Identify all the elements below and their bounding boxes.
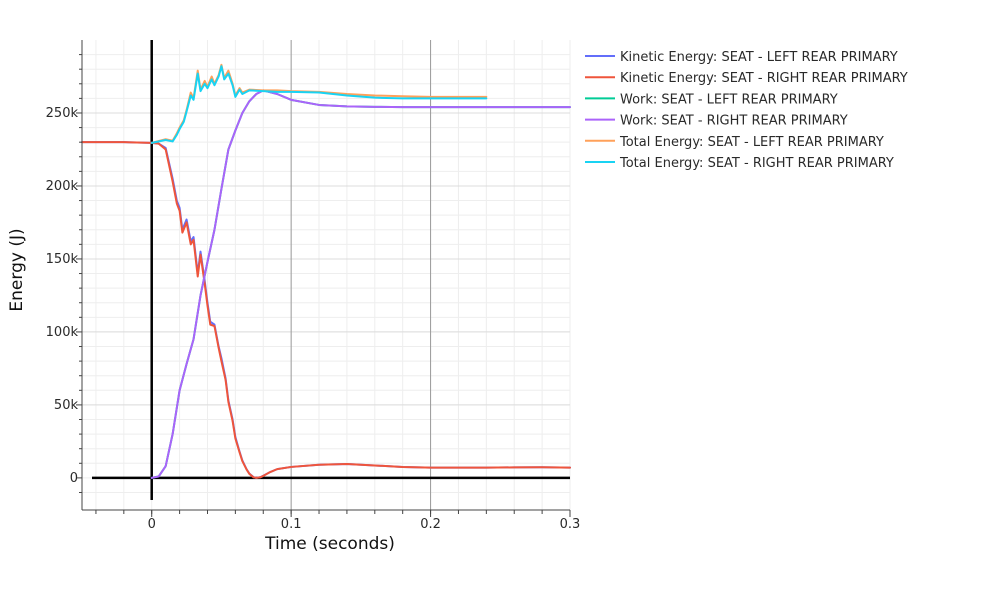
legend-item[interactable]: Work: SEAT - RIGHT REAR PRIMARY	[585, 114, 848, 129]
y-axis-title: Energy (J)	[7, 228, 27, 311]
y-tick-label: 100k	[46, 325, 79, 340]
x-tick-labels: 0 0.1 0.2 0.3	[148, 517, 581, 532]
legend-label: Kinetic Energy: SEAT - RIGHT REAR PRIMAR…	[620, 71, 908, 86]
series-lines	[81, 63, 571, 479]
x-tick-label: 0.3	[560, 517, 581, 532]
legend-item[interactable]: Total Energy: SEAT - RIGHT REAR PRIMARY	[585, 156, 894, 171]
x-tick-label: 0.2	[420, 517, 441, 532]
legend-label: Total Energy: SEAT - LEFT REAR PRIMARY	[619, 135, 884, 150]
x-axis-title: Time (seconds)	[264, 534, 395, 554]
y-tick-label: 150k	[46, 252, 79, 267]
axes	[76, 40, 571, 517]
series-line-4[interactable]	[150, 89, 571, 479]
legend-item[interactable]: Total Energy: SEAT - LEFT REAR PRIMARY	[585, 135, 884, 150]
legend-label: Work: SEAT - LEFT REAR PRIMARY	[620, 92, 838, 107]
y-tick-labels: 0 50k 100k 150k 200k 250k	[46, 106, 79, 486]
y-tick-label: 0	[70, 471, 78, 486]
legend-label: Total Energy: SEAT - RIGHT REAR PRIMARY	[619, 156, 894, 171]
zero-lines	[92, 40, 570, 500]
legend[interactable]: Kinetic Energy: SEAT - LEFT REAR PRIMARY…	[585, 50, 908, 171]
legend-item[interactable]: Kinetic Energy: SEAT - LEFT REAR PRIMARY	[585, 50, 898, 65]
y-tick-label: 250k	[46, 106, 79, 121]
y-tick-label: 50k	[54, 398, 79, 413]
legend-item[interactable]: Work: SEAT - LEFT REAR PRIMARY	[585, 92, 838, 107]
y-tick-label: 200k	[46, 179, 79, 194]
legend-item[interactable]: Kinetic Energy: SEAT - RIGHT REAR PRIMAR…	[585, 71, 908, 86]
series-line-6[interactable]	[150, 65, 488, 144]
series-line-2[interactable]	[81, 141, 571, 479]
legend-label: Kinetic Energy: SEAT - LEFT REAR PRIMARY	[620, 50, 898, 65]
x-tick-label: 0	[148, 517, 156, 532]
legend-label: Work: SEAT - RIGHT REAR PRIMARY	[620, 114, 848, 129]
x-tick-label: 0.1	[281, 517, 302, 532]
